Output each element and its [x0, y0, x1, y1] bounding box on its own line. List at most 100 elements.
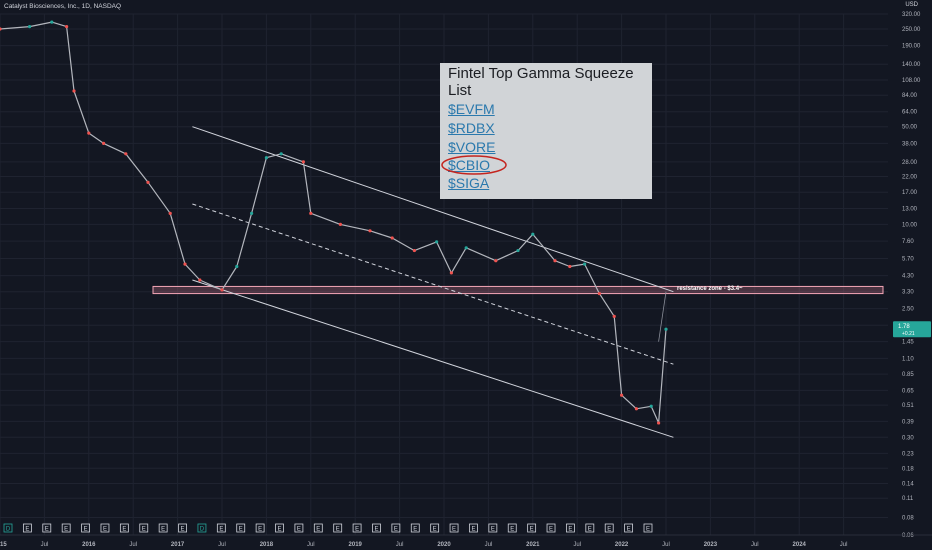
event-marker[interactable]	[22, 523, 32, 533]
event-marker[interactable]	[178, 523, 187, 533]
time-tick-label: Jul	[396, 542, 404, 548]
event-marker[interactable]	[313, 523, 323, 533]
price-tick-label: 0.18	[902, 466, 914, 472]
event-marker-label: E	[258, 527, 262, 533]
ticker-link-cbio[interactable]: $CBIO	[448, 157, 491, 173]
price-point	[449, 271, 453, 275]
last-price-badge	[893, 321, 931, 338]
price-tick-label: 0.39	[902, 419, 914, 425]
event-marker[interactable]	[488, 523, 498, 533]
event-marker-label: E	[374, 527, 378, 533]
price-point	[309, 211, 313, 215]
event-marker[interactable]	[158, 523, 168, 533]
price-point	[664, 327, 668, 331]
event-marker[interactable]	[275, 523, 284, 533]
price-tick-label: 50.00	[902, 125, 918, 131]
time-tick-label: Jul	[751, 542, 759, 548]
event-marker[interactable]	[449, 523, 459, 533]
channel-upper-line[interactable]	[192, 126, 674, 293]
event-marker[interactable]	[546, 523, 556, 533]
price-point	[412, 248, 416, 253]
event-marker[interactable]	[566, 523, 575, 533]
event-marker[interactable]	[604, 523, 614, 533]
price-tick-label: 38.00	[902, 141, 918, 147]
event-marker[interactable]	[391, 523, 401, 533]
resistance-zone[interactable]	[152, 285, 884, 295]
event-marker[interactable]	[197, 523, 207, 533]
price-point	[124, 152, 128, 156]
price-point	[531, 232, 535, 236]
ticker-link-evfm[interactable]: $EVFM	[448, 101, 495, 117]
time-tick-label: Jul	[129, 542, 137, 548]
event-marker-label: E	[549, 527, 553, 533]
event-marker[interactable]	[81, 523, 90, 533]
price-point	[583, 262, 587, 266]
time-tick-label: 2017	[171, 542, 185, 548]
event-marker-label: E	[413, 527, 417, 533]
time-tick-label: Jul	[41, 542, 49, 548]
price-point	[279, 152, 283, 156]
time-tick-label: 2021	[526, 542, 540, 548]
overlay-title: Fintel Top Gamma Squeeze List	[448, 65, 634, 99]
price-point	[649, 404, 653, 408]
ticker-link-vore[interactable]: $VORE	[448, 139, 496, 155]
time-tick-label: Jul	[573, 542, 581, 548]
price-tick-label: 3.30	[902, 290, 914, 296]
event-marker-label: E	[142, 527, 146, 533]
event-marker[interactable]	[507, 523, 517, 533]
ticker-link-rdbx[interactable]: $RDBX	[448, 120, 495, 136]
event-marker[interactable]	[643, 523, 653, 533]
event-marker[interactable]	[585, 523, 595, 533]
event-marker-label: E	[452, 527, 456, 533]
price-point	[168, 211, 172, 215]
event-marker[interactable]	[430, 523, 440, 533]
event-marker[interactable]	[333, 523, 343, 533]
price-point	[568, 264, 572, 269]
channel-mid-line[interactable]	[192, 203, 674, 365]
event-marker-label: E	[103, 527, 107, 533]
price-point	[612, 314, 616, 318]
event-marker-label: E	[278, 527, 282, 533]
event-marker-label: E	[607, 527, 611, 533]
event-marker-label: E	[568, 527, 572, 533]
event-marker-label: E	[239, 527, 243, 533]
price-tick-label: 140.00	[902, 62, 921, 68]
time-tick-label: 2019	[349, 542, 363, 548]
event-marker-label: E	[64, 527, 68, 533]
channel-lower-line[interactable]	[192, 279, 674, 438]
event-marker[interactable]	[61, 523, 71, 533]
circle-annotation	[441, 155, 507, 175]
event-marker[interactable]	[216, 523, 226, 533]
price-point	[264, 156, 268, 160]
event-marker[interactable]	[527, 523, 537, 533]
event-marker[interactable]	[294, 523, 304, 533]
event-marker[interactable]	[139, 523, 149, 533]
event-marker[interactable]	[410, 523, 420, 533]
event-marker[interactable]	[255, 523, 265, 533]
event-marker-label: E	[122, 527, 126, 533]
time-tick-label: 2024	[793, 542, 807, 548]
price-point	[102, 141, 106, 145]
gamma-squeeze-overlay: Fintel Top Gamma Squeeze List $EVFM $RDB…	[440, 63, 652, 199]
event-marker-label: E	[316, 527, 320, 533]
price-point	[553, 259, 557, 263]
price-tick-label: 13.00	[902, 206, 918, 212]
event-marker[interactable]	[469, 523, 478, 533]
price-tick-label: 0.06	[902, 533, 914, 539]
event-marker[interactable]	[372, 523, 381, 533]
event-marker[interactable]	[352, 523, 362, 533]
event-marker[interactable]	[42, 523, 52, 533]
event-marker[interactable]	[3, 523, 13, 533]
time-tick-label: 2023	[704, 542, 718, 548]
event-marker[interactable]	[100, 523, 110, 533]
price-tick-label: 7.60	[902, 239, 914, 245]
ticker-link-siga[interactable]: $SIGA	[448, 175, 490, 191]
event-marker[interactable]	[624, 523, 634, 533]
event-marker[interactable]	[119, 523, 129, 533]
event-marker-label: E	[84, 527, 88, 533]
price-tick-label: 250.00	[902, 27, 921, 33]
time-tick-label: Jul	[662, 542, 670, 548]
event-marker[interactable]	[236, 523, 246, 533]
